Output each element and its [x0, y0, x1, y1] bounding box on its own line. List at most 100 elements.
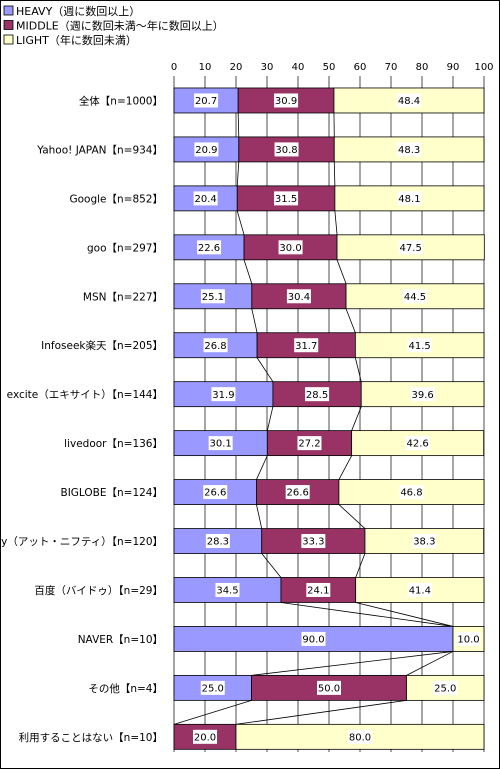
data-label: 90.0	[302, 635, 324, 646]
legend-label-1: MIDDLE（週に数回未満～年に数回以上）	[16, 19, 224, 33]
category-label: その他【n=4】	[88, 682, 163, 695]
data-label: 24.1	[307, 586, 329, 597]
data-label: 26.8	[204, 341, 226, 352]
data-label: 41.4	[409, 586, 431, 597]
data-label: 25.0	[202, 683, 224, 694]
data-label: 30.8	[275, 145, 297, 156]
category-label: livedoor【n=136】	[64, 438, 163, 450]
data-label: 44.5	[404, 292, 426, 303]
data-label: 25.1	[202, 292, 224, 303]
data-label-bg	[410, 387, 435, 402]
series-line-0	[280, 602, 454, 627]
data-label-bg	[412, 534, 437, 549]
x-tick-label: 80	[416, 62, 429, 73]
data-label: 34.5	[216, 586, 238, 597]
data-label: 30.0	[279, 243, 301, 254]
data-label-bg	[405, 436, 430, 451]
category-label: 全体【n=1000】	[79, 94, 163, 107]
data-label-bg	[274, 191, 299, 206]
data-label-bg	[194, 93, 219, 108]
series-line-1	[338, 504, 366, 529]
series-line-0	[251, 308, 258, 333]
category-label: Yahoo! JAPAN【n=934】	[36, 144, 163, 156]
data-label: 42.6	[407, 439, 429, 450]
data-label: 41.5	[409, 341, 431, 352]
data-label-bg	[286, 289, 311, 304]
data-label-bg	[274, 93, 299, 108]
bar-segment-1	[266, 430, 353, 457]
series-line-0	[266, 406, 274, 431]
data-label: 31.9	[212, 390, 234, 401]
legend-swatch-0	[3, 5, 14, 16]
data-label: 20.7	[195, 96, 217, 107]
series-line-0	[256, 504, 263, 529]
data-label: 20.0	[194, 732, 216, 743]
series-line-1	[338, 455, 352, 480]
series-line-0	[236, 161, 240, 186]
category-label: MSN【n=227】	[83, 291, 163, 303]
data-label-bg	[407, 582, 432, 597]
data-label: 26.6	[204, 488, 226, 499]
data-label: 30.4	[288, 292, 310, 303]
data-label: 50.0	[318, 683, 340, 694]
data-label: 27.2	[298, 439, 320, 450]
series-lines	[173, 112, 454, 725]
data-label: 26.6	[287, 488, 309, 499]
data-label-bg	[197, 240, 222, 255]
category-label: NAVER【n=10】	[78, 634, 163, 646]
category-label: 百度（バイドゥ）【n=29】	[34, 584, 163, 597]
legend-swatch-1	[3, 20, 14, 30]
category-label: Infoseek楽天【n=205】	[41, 339, 163, 352]
data-label-bg	[301, 631, 326, 646]
x-tick-label: 50	[323, 62, 336, 73]
series-line-1	[355, 602, 454, 627]
bar-segment-1	[243, 234, 338, 261]
x-tick-label: 0	[171, 62, 177, 73]
series-line-0	[243, 259, 253, 284]
data-label-bg	[398, 240, 423, 255]
x-axis-tick-labels: 0 10 20 30 40 50 60 70 80 90 100	[171, 62, 494, 73]
series-line-1	[333, 161, 336, 186]
data-labels: 20.7 30.9 48.4 20.9 30.8 48.3 20.4 31.5 48.1 22.6…	[193, 93, 481, 744]
data-label-bg	[208, 436, 233, 451]
data-label-bg	[215, 582, 240, 597]
data-label-bg	[203, 338, 228, 353]
data-label-bg	[194, 142, 219, 157]
data-label-bg	[193, 729, 217, 744]
series-line-0	[261, 553, 282, 578]
series-line-1	[336, 259, 347, 284]
data-label: 38.3	[413, 537, 435, 548]
series-line-0	[173, 699, 252, 725]
data-label: 25.0	[434, 683, 456, 694]
data-label: 48.1	[398, 194, 420, 205]
data-label: 80.0	[349, 732, 371, 743]
data-label: 28.5	[306, 390, 328, 401]
series-line-1	[406, 651, 454, 676]
data-label: 46.8	[400, 488, 422, 499]
data-label-bg	[348, 729, 372, 744]
data-label-bg	[200, 680, 225, 695]
x-tick-label: 100	[474, 62, 493, 73]
series-line-0	[251, 651, 454, 676]
data-label-bg	[274, 142, 299, 157]
data-label: 39.6	[411, 390, 433, 401]
data-label-bg	[193, 191, 218, 206]
category-label: 利用することはない【n=10】	[19, 732, 163, 744]
data-label-bg	[297, 436, 322, 451]
data-label-bg	[203, 485, 228, 500]
x-tick-label: 70	[385, 62, 398, 73]
legend-swatch-2	[3, 34, 14, 45]
data-label-bg	[205, 534, 230, 549]
data-label: 20.9	[195, 145, 217, 156]
data-label: 48.4	[398, 96, 420, 107]
data-label: 10.0	[457, 635, 479, 646]
series-line-0	[256, 357, 274, 382]
data-label: 48.3	[398, 145, 420, 156]
category-label: Google【n=852】	[69, 193, 163, 205]
series-line-0	[256, 455, 268, 480]
data-label-bg	[306, 582, 331, 597]
data-label-bg	[396, 93, 421, 108]
bar-segment-2	[235, 723, 485, 750]
series-line-0	[237, 112, 240, 137]
